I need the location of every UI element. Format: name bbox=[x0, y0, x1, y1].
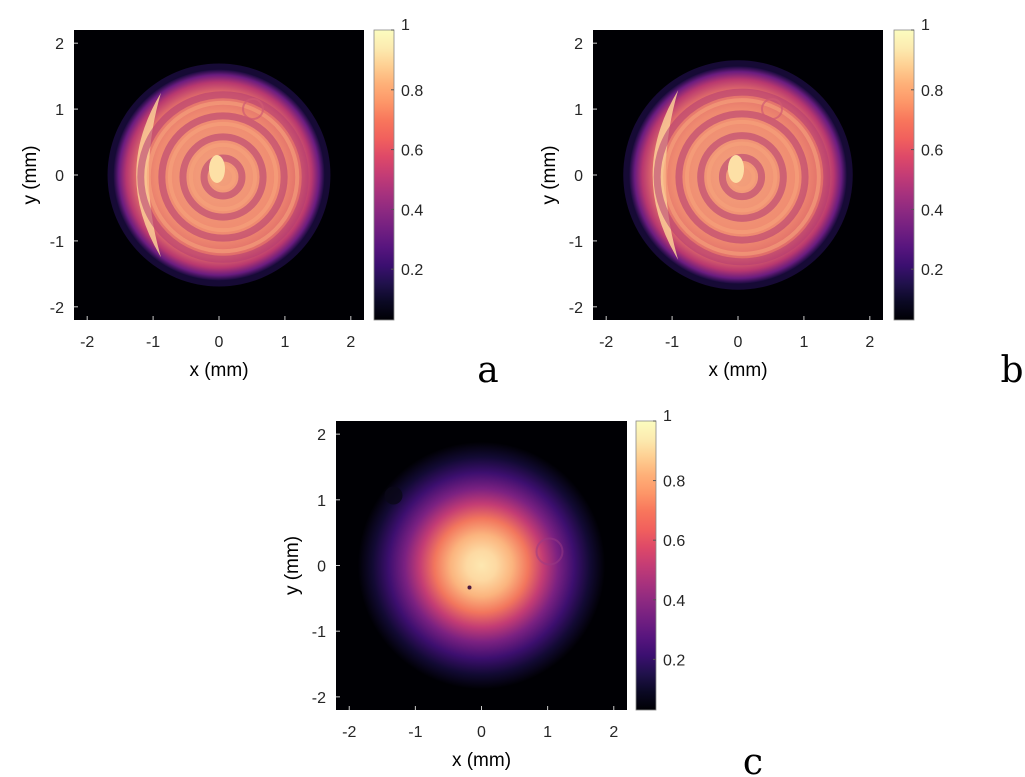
fringe-ring bbox=[718, 153, 766, 201]
x-tick-label: 1 bbox=[280, 334, 289, 351]
y-tick-label: 0 bbox=[317, 559, 326, 576]
colorbar bbox=[635, 420, 657, 711]
colorbar-tick-label: 0.8 bbox=[921, 83, 943, 100]
panel-b: -2 -1 0 1 2 -2 -1 0 1 2 x (mm) y (mm) 0.2 0.4 0.6 0.8 1 b bbox=[539, 17, 1024, 391]
y-tick-label: 2 bbox=[55, 36, 64, 53]
dust-spot-artifact bbox=[384, 486, 403, 505]
colorbar-tick-label: 0.8 bbox=[663, 474, 685, 491]
x-tick-label: -1 bbox=[408, 724, 422, 741]
x-tick-label: -2 bbox=[599, 334, 613, 351]
x-tick-label: 1 bbox=[799, 334, 808, 351]
colorbar-tick-label: 0.6 bbox=[401, 143, 423, 160]
y-tick-label: -2 bbox=[569, 300, 583, 317]
central-hot-spot bbox=[728, 155, 744, 183]
x-tick-label: -1 bbox=[665, 334, 679, 351]
fringe-ring-bright bbox=[684, 119, 800, 235]
x-axis-label: x (mm) bbox=[189, 360, 248, 381]
fringe-ring-bright bbox=[706, 141, 778, 213]
y-tick-label: -1 bbox=[312, 624, 326, 641]
colorbar bbox=[373, 29, 395, 321]
fringe-ring-bright bbox=[146, 100, 300, 254]
panel-label: b bbox=[1000, 350, 1023, 391]
colorbar-tick-label: 1 bbox=[921, 17, 930, 34]
x-tick-label: 0 bbox=[734, 334, 743, 351]
x-tick-label: 2 bbox=[346, 334, 355, 351]
y-axis-label: y (mm) bbox=[539, 145, 560, 204]
colorbar-tick-label: 0.2 bbox=[401, 262, 423, 279]
panel-a: -2 -1 0 1 2 -2 -1 0 1 2 x (mm) y (mm) 0.2 0.4 0.6 0.8 1 a bbox=[20, 17, 499, 391]
x-tick-label: 1 bbox=[543, 724, 552, 741]
dust-spot-artifact bbox=[467, 585, 472, 590]
x-tick-label: 0 bbox=[477, 724, 486, 741]
colorbar bbox=[893, 29, 915, 321]
fringe-ring-bright bbox=[188, 142, 258, 212]
intensity-image bbox=[107, 63, 331, 287]
y-axis-label: y (mm) bbox=[282, 536, 303, 595]
x-axis-label: x (mm) bbox=[452, 750, 511, 771]
fringe-ring bbox=[179, 133, 267, 221]
intensity-image bbox=[357, 441, 606, 690]
colorbar-tick-label: 0.4 bbox=[921, 202, 943, 219]
x-tick-label: -2 bbox=[342, 724, 356, 741]
x-tick-label: 2 bbox=[609, 724, 618, 741]
colorbar-tick-label: 0.8 bbox=[401, 83, 423, 100]
y-tick-label: 1 bbox=[55, 102, 64, 119]
x-tick-label: 0 bbox=[215, 334, 224, 351]
y-tick-label: -1 bbox=[50, 234, 64, 251]
fringe-ring bbox=[697, 132, 787, 222]
fringe-ring-bright bbox=[167, 121, 279, 233]
fringe-ring bbox=[137, 91, 309, 263]
x-tick-label: -2 bbox=[80, 334, 94, 351]
panel-label: c bbox=[743, 742, 763, 777]
y-tick-label: 2 bbox=[317, 427, 326, 444]
colorbar-tick-label: 1 bbox=[663, 408, 672, 425]
dust-ring-artifact bbox=[761, 98, 783, 120]
colorbar-tick-label: 0.6 bbox=[663, 533, 685, 550]
x-tick-label: -1 bbox=[146, 334, 160, 351]
panel-c: -2 -1 0 1 2 -2 -1 0 1 2 x (mm) y (mm) 0.2 0.4 0.6 0.8 1 c bbox=[282, 408, 763, 777]
fringe-ring-bright bbox=[663, 98, 821, 256]
y-tick-label: 1 bbox=[317, 493, 326, 510]
colorbar-tick-label: 0.2 bbox=[663, 652, 685, 669]
panel-label: a bbox=[477, 350, 498, 391]
y-tick-label: -2 bbox=[312, 690, 326, 707]
y-tick-label: 0 bbox=[55, 168, 64, 185]
y-tick-label: -1 bbox=[569, 234, 583, 251]
y-tick-label: 1 bbox=[574, 102, 583, 119]
colorbar-tick-label: 0.2 bbox=[921, 262, 943, 279]
colorbar-tick-label: 0.6 bbox=[921, 143, 943, 160]
fringe-ring bbox=[653, 88, 831, 266]
colorbar-tick-label: 0.4 bbox=[663, 593, 685, 610]
x-tick-label: 2 bbox=[865, 334, 874, 351]
dust-ring-artifact bbox=[535, 537, 564, 566]
y-tick-label: 2 bbox=[574, 36, 583, 53]
central-hot-spot bbox=[209, 155, 225, 183]
y-tick-label: 0 bbox=[574, 168, 583, 185]
y-axis-label: y (mm) bbox=[20, 145, 41, 204]
dust-ring-artifact bbox=[242, 98, 264, 120]
x-axis-label: x (mm) bbox=[708, 360, 767, 381]
fringe-ring bbox=[158, 112, 288, 242]
intensity-image bbox=[623, 60, 853, 290]
gaussian-beam-spot bbox=[357, 441, 606, 690]
colorbar-tick-label: 0.4 bbox=[401, 202, 423, 219]
fringe-ring bbox=[200, 154, 246, 200]
y-tick-label: -2 bbox=[50, 300, 64, 317]
colorbar-tick-label: 1 bbox=[401, 17, 410, 34]
fringe-ring bbox=[675, 110, 809, 244]
